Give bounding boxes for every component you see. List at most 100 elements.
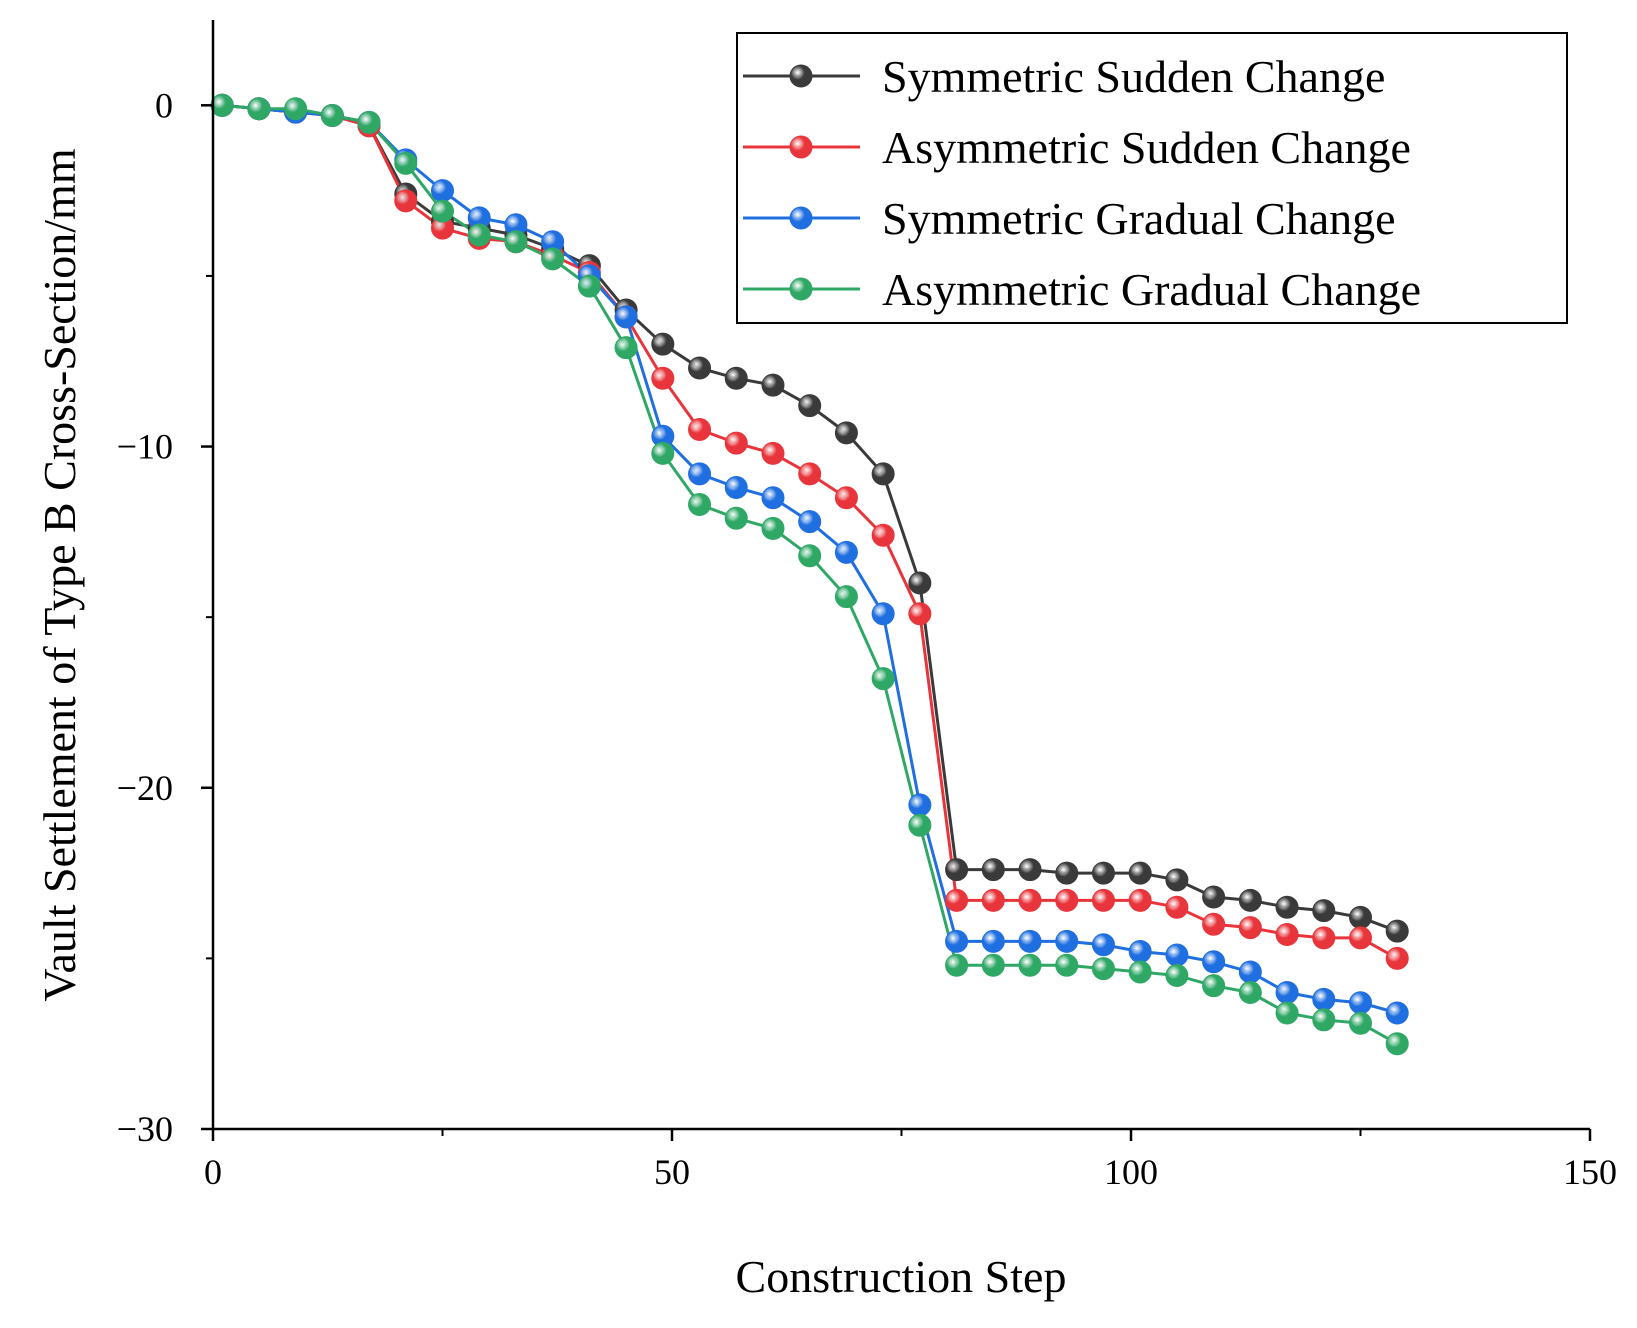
- data-point: [798, 462, 822, 486]
- y-tick-label: 0: [155, 85, 173, 125]
- data-point: [798, 510, 822, 534]
- x-tick-label: 0: [204, 1152, 222, 1192]
- legend-box: [736, 32, 1568, 324]
- data-point: [724, 431, 748, 455]
- data-point: [1165, 868, 1189, 892]
- data-point: [1385, 1001, 1409, 1025]
- data-point: [577, 274, 601, 298]
- data-point: [1275, 922, 1299, 946]
- data-point: [1091, 933, 1115, 957]
- data-point: [1275, 981, 1299, 1005]
- data-point: [1349, 1011, 1372, 1035]
- data-point: [651, 332, 675, 356]
- x-tick-label: 50: [654, 1152, 690, 1192]
- data-point: [981, 953, 1005, 977]
- data-point: [1202, 885, 1226, 909]
- x-axis-label: Construction Step: [736, 1251, 1067, 1302]
- data-point: [834, 540, 858, 564]
- data-point: [834, 421, 858, 445]
- legend: Symmetric Sudden Change Asymmetric Sudden…: [736, 32, 1568, 324]
- data-point: [320, 104, 344, 128]
- data-point: [1202, 974, 1226, 998]
- data-point: [1128, 940, 1152, 964]
- data-point: [871, 667, 895, 691]
- data-point: [688, 417, 712, 441]
- data-point: [688, 493, 712, 517]
- data-point: [210, 93, 234, 117]
- data-point: [761, 516, 785, 540]
- data-point: [1202, 950, 1226, 974]
- legend-label: Asymmetric Gradual Change: [882, 264, 1421, 315]
- data-point: [981, 858, 1005, 882]
- data-point: [431, 179, 454, 203]
- data-point: [798, 394, 822, 418]
- data-point: [1165, 943, 1189, 967]
- data-point: [1055, 861, 1079, 885]
- data-point: [1238, 888, 1262, 912]
- data-point: [357, 110, 381, 134]
- data-point: [981, 888, 1005, 912]
- data-point: [871, 462, 895, 486]
- data-point: [394, 189, 418, 213]
- legend-marker: [789, 277, 813, 301]
- legend-marker: [789, 206, 813, 230]
- data-point: [871, 602, 895, 626]
- ticks: 0 50 100 150 0 −10 −20 −30: [117, 85, 1617, 1192]
- data-point: [1385, 946, 1409, 970]
- plot-lines: [210, 93, 1409, 1056]
- data-point: [651, 441, 675, 465]
- data-point: [1385, 919, 1409, 943]
- data-point: [1238, 981, 1262, 1005]
- legend-label: Symmetric Gradual Change: [882, 193, 1396, 244]
- data-point: [1055, 929, 1079, 953]
- data-point: [1238, 960, 1262, 984]
- data-point: [761, 441, 785, 465]
- data-point: [945, 929, 969, 953]
- data-point: [247, 97, 271, 121]
- data-point: [908, 602, 932, 626]
- data-point: [504, 230, 528, 254]
- data-point: [1018, 953, 1042, 977]
- data-point: [688, 462, 712, 486]
- data-point: [1128, 888, 1152, 912]
- data-point: [1275, 895, 1299, 919]
- data-point: [1055, 888, 1079, 912]
- data-point: [688, 356, 712, 380]
- data-point: [1018, 888, 1042, 912]
- data-point: [798, 544, 822, 568]
- data-point: [541, 247, 565, 271]
- data-point: [1091, 957, 1115, 981]
- data-point: [1312, 899, 1336, 923]
- legend-marker: [789, 64, 813, 88]
- data-point: [1018, 929, 1042, 953]
- data-point: [724, 366, 748, 390]
- data-point: [1312, 987, 1336, 1011]
- data-point: [1091, 888, 1115, 912]
- data-point: [834, 585, 858, 609]
- y-tick-label: −10: [117, 427, 173, 467]
- data-point: [1055, 953, 1079, 977]
- data-point: [724, 506, 748, 530]
- legend-label: Symmetric Sudden Change: [882, 51, 1385, 102]
- data-point: [1312, 1008, 1336, 1032]
- data-point: [284, 97, 308, 121]
- x-tick-label: 100: [1104, 1152, 1158, 1192]
- y-tick-label: −20: [117, 768, 173, 808]
- data-point: [1165, 963, 1189, 987]
- data-point: [1275, 1001, 1299, 1025]
- data-point: [614, 336, 638, 360]
- data-point: [1349, 926, 1372, 950]
- data-point: [1349, 905, 1372, 929]
- data-point: [871, 523, 895, 547]
- data-point: [908, 813, 932, 837]
- data-point: [945, 858, 969, 882]
- data-point: [1165, 895, 1189, 919]
- y-tick-label: −30: [117, 1109, 173, 1149]
- data-point: [394, 151, 418, 175]
- data-point: [1128, 861, 1152, 885]
- data-point: [1312, 926, 1336, 950]
- data-point: [761, 373, 785, 397]
- data-point: [1091, 861, 1115, 885]
- data-point: [1385, 1032, 1409, 1056]
